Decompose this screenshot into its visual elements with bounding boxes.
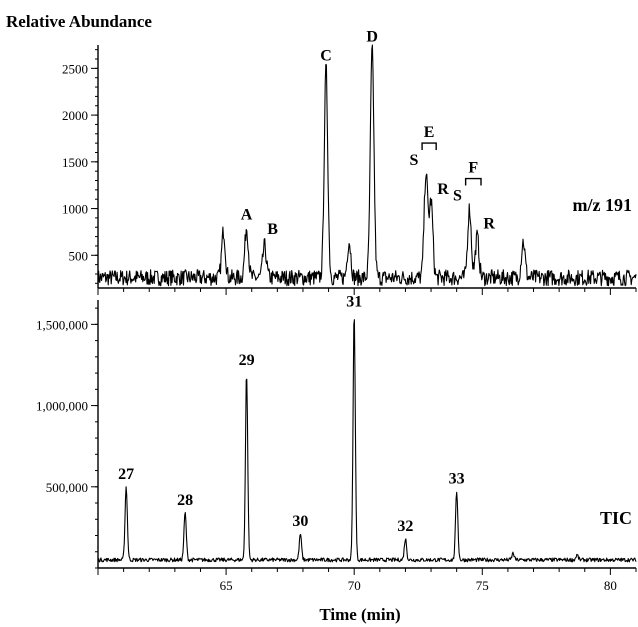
trace-line [97,319,637,563]
peak-label: 29 [239,352,255,369]
x-tick-label: 75 [476,578,489,593]
trace-line [97,44,637,287]
y-tick-label: 2000 [62,108,88,123]
trace-label: m/z 191 [573,195,632,215]
bracket-label: E [424,124,435,141]
peak-label: R [483,216,495,233]
x-tick-label: 80 [604,578,617,593]
peak-label: R [437,181,449,198]
trace-label: TIC [600,508,632,528]
peak-label: 27 [118,466,134,483]
bracket-label: F [468,160,478,177]
peak-label: A [241,206,253,223]
bracket [421,142,437,151]
peak-label: S [453,188,462,205]
y-axis-title: Relative Abundance [6,12,152,31]
x-axis-title: Time (min) [319,605,400,624]
y-tick-label: 500 [69,248,89,263]
y-tick-label: 1500 [62,155,88,170]
peak-label: 31 [346,294,362,311]
x-tick-label: 70 [348,578,361,593]
y-tick-label: 500,000 [46,480,88,495]
peak-label: B [267,221,278,238]
peak-label: C [320,47,332,64]
y-tick-label: 1000 [62,202,88,217]
peak-label: 30 [292,513,308,530]
x-tick-label: 65 [220,578,233,593]
y-tick-label: 1,000,000 [36,399,88,414]
peak-label: 28 [177,492,193,509]
y-tick-label: 1,500,000 [36,317,88,332]
bracket [464,177,482,186]
y-tick-label: 2500 [62,61,88,76]
peak-label: D [366,29,378,46]
peak-label: 33 [449,471,465,488]
peak-label: S [409,152,418,169]
peak-label: 32 [397,518,413,535]
tic-panel: 500,000 1,000,000 1,500,000 65 70 75 80 27 28 29 3… [36,294,637,593]
